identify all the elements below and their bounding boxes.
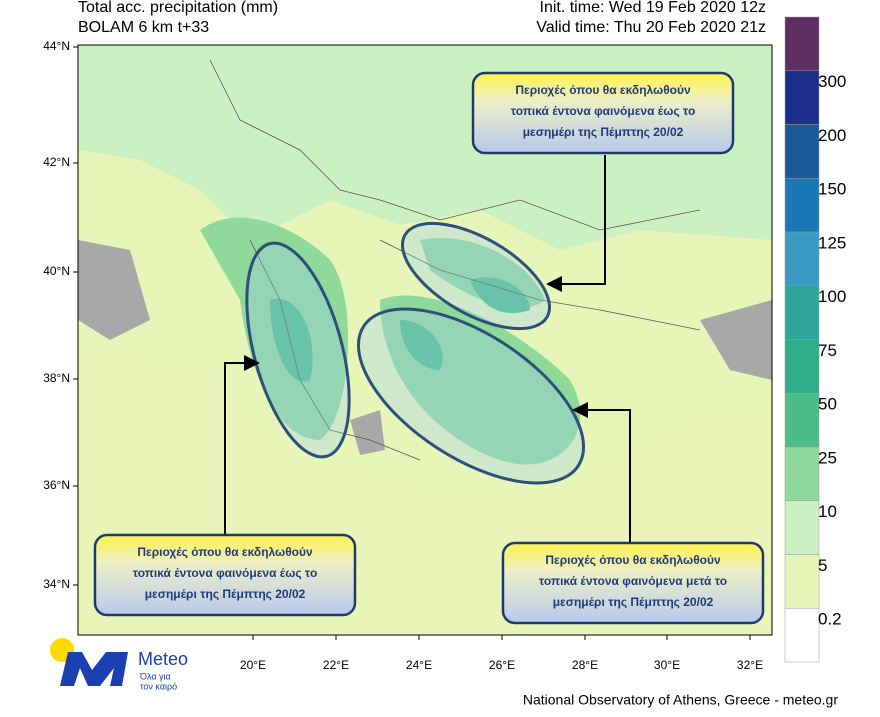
callout-text: Περιοχές όπου θα εκδηλωθούν: [515, 83, 691, 97]
colorbar-band: [784, 285, 820, 340]
colorbar-label: 50: [818, 395, 837, 414]
colorbar-band: [784, 178, 820, 233]
lon-label: 22°E: [323, 658, 349, 672]
colorbar-band: [784, 554, 820, 609]
colorbar-label: 300: [818, 72, 846, 91]
colorbar-band: [784, 124, 820, 179]
logo-name: Meteo: [138, 649, 188, 669]
callout-text: τοπικά έντονα φαινόμενα έως το: [511, 104, 696, 118]
title: Total acc. precipitation (mm): [78, 0, 278, 16]
callout-box: [471, 71, 735, 155]
callout-text: τοπικά έντονα φαινόμενα έως το: [133, 566, 318, 580]
colorbar-label: 0.2: [818, 610, 842, 629]
lon-label: 26°E: [489, 658, 515, 672]
callout: Περιοχές όπου θα εκδηλωθούν τοπικά έντονα…: [471, 71, 735, 155]
lon-label: 32°E: [737, 658, 763, 672]
model: BOLAM 6 km t+33: [78, 19, 209, 36]
callout-text: Περιοχές όπου θα εκδηλωθούν: [137, 545, 313, 559]
callout-text: Περιοχές όπου θα εκδηλωθούν: [545, 553, 721, 567]
lon-label: 20°E: [240, 658, 266, 672]
colorbar-band: [784, 446, 820, 501]
lat-label: 34°N: [43, 577, 70, 591]
lat-label: 40°N: [43, 264, 70, 278]
lat-label: 44°N: [43, 39, 70, 53]
lat-label: 42°N: [43, 155, 70, 169]
lat-axis: 44°N 42°N 40°N 38°N 36°N 34°N: [43, 39, 78, 591]
colorbar-band: [784, 70, 820, 125]
callout: Περιοχές όπου θα εκδηλωθούν τοπικά έντονα…: [501, 541, 765, 625]
callout-text: μεσημέρι της Πέμπτης 20/02: [523, 125, 684, 139]
colorbar-band: [784, 393, 820, 448]
callout-box: [501, 541, 765, 625]
colorbar-label: 150: [818, 180, 846, 199]
footer: National Observatory of Athens, Greece -…: [523, 692, 838, 708]
valid-time: Valid time: Thu 20 Feb 2020 21z: [536, 19, 766, 36]
colorbar-band: [784, 608, 820, 663]
lat-label: 38°N: [43, 371, 70, 385]
colorbar-band: [784, 16, 820, 71]
colorbar-label: 75: [818, 341, 837, 360]
colorbar-band: [784, 339, 820, 394]
arrows: [224, 155, 631, 543]
colorbar: 300 200 150 125 100 75 50 25 10 5 0.2: [784, 16, 846, 663]
colorbar-label: 200: [818, 126, 846, 145]
map-frame: [77, 44, 773, 636]
lon-axis: 20°E 22°E 24°E 26°E 28°E 30°E 32°E: [240, 635, 763, 672]
callout: Περιοχές όπου θα εκδηλωθούν τοπικά έντονα…: [93, 533, 357, 617]
colorbar-label: 5: [818, 556, 827, 575]
colorbar-label: 100: [818, 287, 846, 306]
callout-box: [93, 533, 357, 617]
colorbar-band: [784, 500, 820, 555]
logo-tagline: τον καιρό: [140, 681, 177, 691]
lat-label: 36°N: [43, 478, 70, 492]
callout-text: μεσημέρι της Πέμπτης 20/02: [145, 587, 306, 601]
colorbar-label: 125: [818, 233, 846, 252]
callout-text: μεσημέρι της Πέμπτης 20/02: [553, 595, 714, 609]
callout-text: τοπικά έντονα φαινόμενα μετά το: [539, 574, 727, 588]
logo-tagline: Όλα για: [139, 671, 171, 681]
logo: Meteo Όλα για τον καιρό: [50, 638, 188, 691]
lon-label: 24°E: [406, 658, 432, 672]
colorbar-label: 10: [818, 502, 837, 521]
lon-label: 28°E: [572, 658, 598, 672]
init-time: Init. time: Wed 19 Feb 2020 12z: [540, 0, 767, 16]
lon-label: 30°E: [654, 658, 680, 672]
colorbar-label: 25: [818, 448, 837, 467]
colorbar-band: [784, 231, 820, 286]
